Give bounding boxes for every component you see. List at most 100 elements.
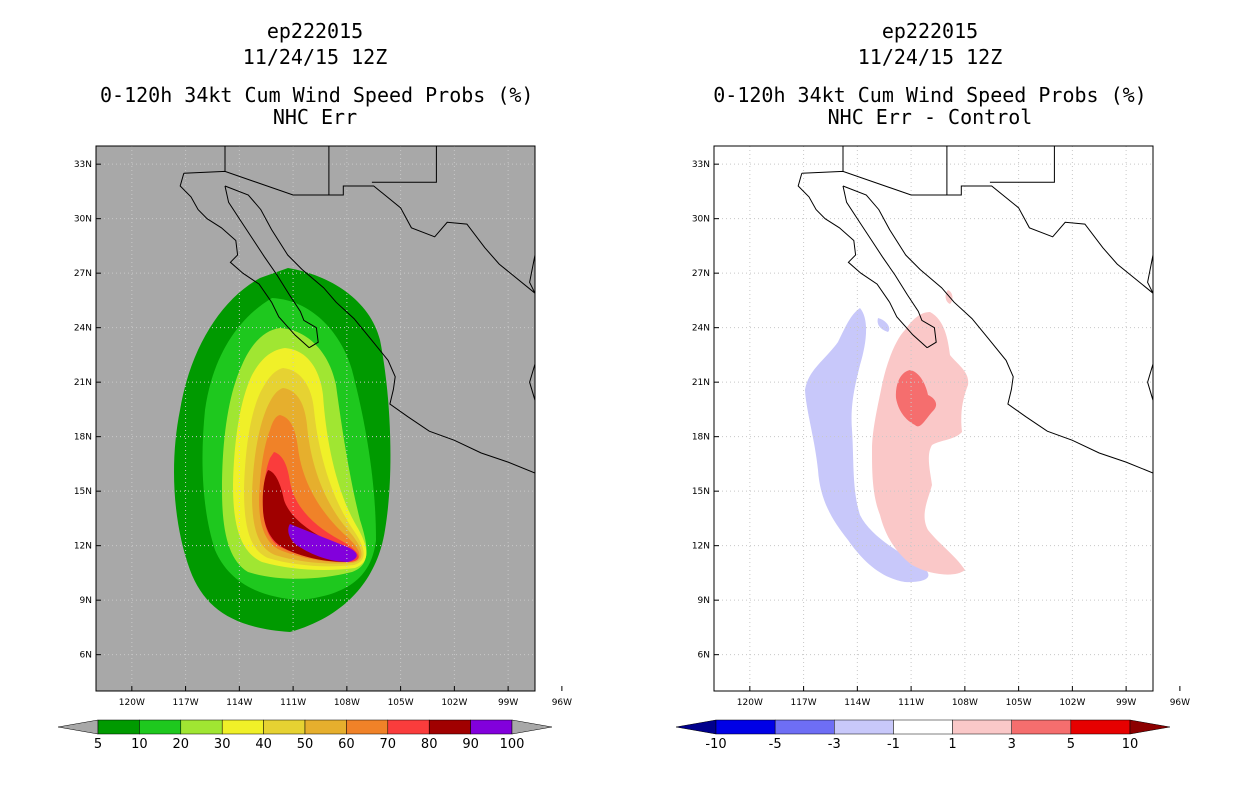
right-contours xyxy=(805,290,969,583)
colorbar-swatch xyxy=(221,719,264,735)
x-tick-label: 117W xyxy=(173,698,199,708)
x-tick-label: 114W xyxy=(844,698,870,708)
colorbar-label: 60 xyxy=(338,737,355,752)
x-tick-label: 102W xyxy=(1059,698,1085,708)
colorbar-label: 5 xyxy=(1067,737,1075,752)
y-tick-label: 21N xyxy=(692,378,710,388)
y-tick-label: 15N xyxy=(692,487,710,497)
right-axis-ticks: 120W 117W 114W 111W 108W 105W 102W 99W 96W 33N 30N… xyxy=(692,160,1190,708)
colorbar-label: 40 xyxy=(255,737,272,752)
diff-negative-small xyxy=(877,318,890,332)
colorbar-swatch xyxy=(428,719,471,735)
colorbar-over-triangle xyxy=(511,719,553,735)
x-tick-label: 120W xyxy=(737,698,763,708)
y-tick-label: 12N xyxy=(74,542,92,552)
x-tick-label: 99W xyxy=(498,698,518,708)
y-tick-label: 9N xyxy=(80,596,92,606)
coastline-segment xyxy=(179,173,310,349)
colorbar-label: 10 xyxy=(1122,737,1139,752)
diff-positive-core xyxy=(895,370,937,427)
colorbar-swatch xyxy=(774,719,835,735)
y-tick-label: 18N xyxy=(692,433,710,443)
colorbar-label: 50 xyxy=(297,737,314,752)
y-tick-label: 27N xyxy=(74,269,92,279)
y-tick-label: 6N xyxy=(698,651,710,661)
coastline-segment xyxy=(1147,254,1153,294)
colorbar-label: -1 xyxy=(887,737,900,752)
colorbar-label: 3 xyxy=(1008,737,1016,752)
right-title-time: 11/24/15 12Z xyxy=(857,45,1003,69)
left-contours xyxy=(174,268,391,632)
contour-80 xyxy=(262,470,353,562)
right-title-product: 0-120h 34kt Cum Wind Speed Probs (%) xyxy=(713,83,1147,107)
right-colorbar: -10 -5 -3 -1 1 3 5 10 xyxy=(675,719,1171,752)
right-title-variant: NHC Err - Control xyxy=(827,105,1033,129)
y-tick-label: 9N xyxy=(698,596,710,606)
coastline-segment xyxy=(801,170,1153,294)
colorbar-swatch xyxy=(304,719,347,735)
colorbar-label: -10 xyxy=(705,737,726,752)
colorbar-swatch xyxy=(97,719,140,735)
coastline-segment xyxy=(989,146,1055,183)
colorbar-swatch xyxy=(1011,719,1072,735)
right-map: 120W 117W 114W 111W 108W 105W 102W 99W 96W 33N 30N… xyxy=(692,145,1190,708)
right-coastline xyxy=(797,146,1153,474)
colorbar-swatch xyxy=(715,719,776,735)
colorbar-swatch xyxy=(834,719,894,735)
x-tick-label: 102W xyxy=(441,698,467,708)
y-tick-label: 24N xyxy=(692,324,710,334)
left-grid xyxy=(96,146,535,691)
colorbar-swatch xyxy=(346,719,389,735)
x-tick-label: 114W xyxy=(226,698,252,708)
coastline-segment xyxy=(842,185,1153,474)
x-tick-label: 96W xyxy=(552,698,572,708)
colorbar-label: 30 xyxy=(214,737,231,752)
colorbar-over-triangle xyxy=(1129,719,1171,735)
coastline-segment xyxy=(529,363,535,401)
coastline-segment xyxy=(371,146,437,183)
y-tick-label: 30N xyxy=(692,215,710,225)
colorbar-swatch xyxy=(952,719,1012,735)
y-tick-label: 33N xyxy=(74,160,92,170)
left-coastline xyxy=(179,146,535,474)
left-title-storm: ep222015 xyxy=(266,19,364,43)
coastline-segment xyxy=(797,173,928,349)
y-tick-label: 24N xyxy=(74,324,92,334)
x-tick-label: 99W xyxy=(1116,698,1136,708)
right-title: ep222015 11/24/15 12Z 0-120h 34kt Cum Wi… xyxy=(710,18,1150,130)
y-tick-label: 18N xyxy=(74,433,92,443)
coastline-segment xyxy=(224,185,319,349)
coastline-segment xyxy=(1147,363,1153,401)
y-tick-label: 6N xyxy=(80,651,92,661)
left-title: ep222015 11/24/15 12Z 0-120h 34kt Cum Wi… xyxy=(100,18,533,130)
right-grid xyxy=(714,146,1153,691)
colorbar-swatch xyxy=(387,719,430,735)
colorbar-label: 5 xyxy=(94,737,102,752)
x-tick-label: 117W xyxy=(791,698,817,708)
colorbar-label: 80 xyxy=(421,737,438,752)
right-title-storm: ep222015 xyxy=(881,19,979,43)
coastline-segment xyxy=(842,185,937,349)
colorbar-swatch xyxy=(139,719,182,735)
y-tick-label: 33N xyxy=(692,160,710,170)
coastline-segment xyxy=(224,185,535,474)
y-tick-label: 15N xyxy=(74,487,92,497)
coastline-segment xyxy=(529,254,535,294)
diff-negative-band xyxy=(805,308,929,583)
colorbar-label: 20 xyxy=(173,737,190,752)
diff-positive-band xyxy=(872,312,969,575)
colorbar-label: 70 xyxy=(380,737,397,752)
colorbar-swatch xyxy=(180,719,223,735)
x-tick-label: 96W xyxy=(1170,698,1190,708)
colorbar-under-triangle xyxy=(675,719,717,735)
x-tick-label: 108W xyxy=(952,698,978,708)
y-tick-label: 27N xyxy=(692,269,710,279)
contour-90 xyxy=(288,524,357,562)
x-tick-label: 120W xyxy=(119,698,145,708)
colorbar-label: 10 xyxy=(131,737,148,752)
y-tick-label: 30N xyxy=(74,215,92,225)
left-colorbar: 5 10 20 30 40 50 60 70 80 90 100 xyxy=(57,719,553,752)
colorbar-swatch xyxy=(1070,719,1131,735)
left-title-variant: NHC Err xyxy=(272,105,358,129)
